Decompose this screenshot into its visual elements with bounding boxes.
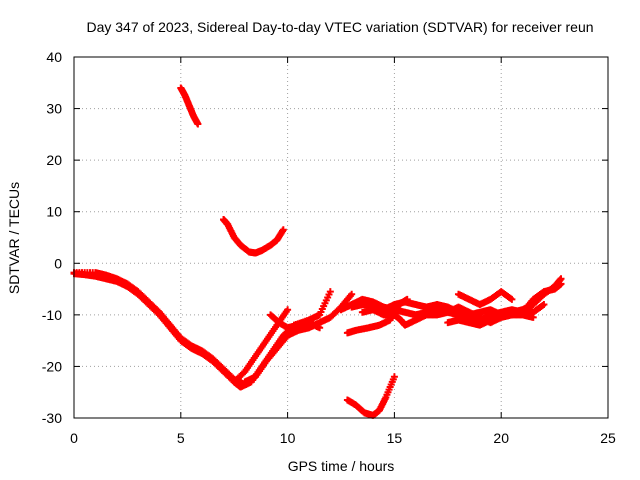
data-point xyxy=(557,275,565,283)
series-high-segment xyxy=(177,84,202,128)
x-tick-label: 15 xyxy=(387,430,403,446)
series-low-segment xyxy=(343,373,398,419)
data-point xyxy=(390,373,398,381)
data-point xyxy=(284,306,292,314)
y-tick-label: 10 xyxy=(46,204,62,220)
y-tick-label: -20 xyxy=(42,358,62,374)
y-tick-label: -10 xyxy=(42,307,62,323)
y-tick-label: 0 xyxy=(54,255,62,271)
series-plateau-f xyxy=(444,311,537,329)
series-bowl-segment xyxy=(220,215,287,257)
series-plateau-e xyxy=(454,288,516,309)
data-point xyxy=(540,301,548,309)
data-point xyxy=(326,288,334,296)
data-point xyxy=(194,120,202,128)
x-axis-label: GPS time / hours xyxy=(288,458,395,474)
x-tick-label: 25 xyxy=(600,430,616,446)
x-tick-label: 0 xyxy=(70,430,78,446)
x-tick-label: 20 xyxy=(493,430,509,446)
x-tick-label: 10 xyxy=(280,430,296,446)
data-point xyxy=(403,295,411,303)
data-point xyxy=(279,226,287,234)
data-point xyxy=(508,295,516,303)
y-axis: -30 -20 -10 0 10 20 30 40 xyxy=(42,49,608,426)
data-point xyxy=(348,290,356,298)
series-plateau-d xyxy=(343,295,411,337)
y-tick-label: -30 xyxy=(42,410,62,426)
chart-title: Day 347 of 2023, Sidereal Day-to-day VTE… xyxy=(86,19,593,35)
y-tick-label: 40 xyxy=(46,49,62,65)
series-main-descent-2 xyxy=(70,269,249,388)
y-axis-label: SDTVAR / TECUs xyxy=(6,182,22,294)
series-recovery-d xyxy=(267,311,324,332)
x-axis: 0 5 10 15 20 25 xyxy=(70,57,616,446)
x-tick-label: 5 xyxy=(177,430,185,446)
data-point xyxy=(529,313,537,321)
y-tick-label: 30 xyxy=(46,101,62,117)
y-tick-label: 20 xyxy=(46,152,62,168)
plot-frame xyxy=(73,56,609,419)
series-layer xyxy=(70,84,565,419)
data-point xyxy=(316,324,324,332)
